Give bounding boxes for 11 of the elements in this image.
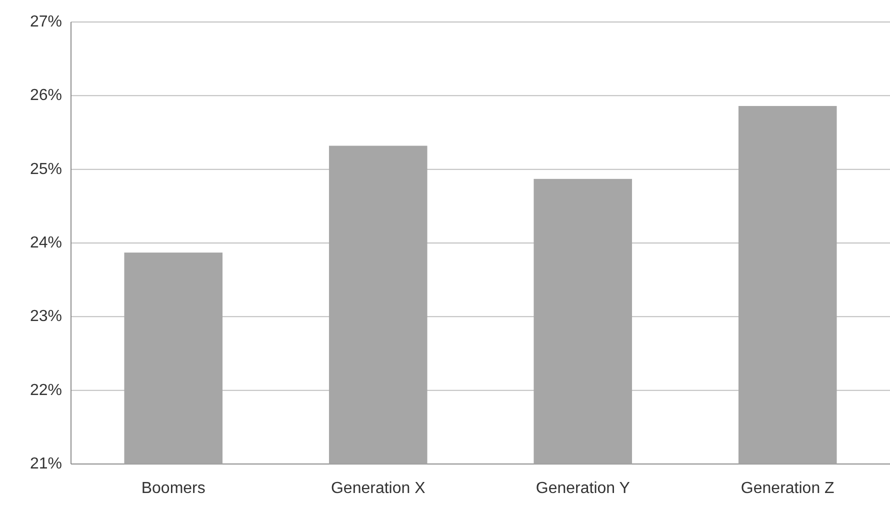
x-tick-label: Boomers <box>141 480 206 497</box>
y-tick-label: 21% <box>30 456 62 472</box>
x-tick-label: Generation Z <box>740 480 835 497</box>
y-tick-label: 26% <box>30 87 62 104</box>
y-tick-label: 23% <box>30 308 62 326</box>
y-tick-label: 25% <box>30 160 62 178</box>
x-tick-label: Generation Y <box>536 480 630 497</box>
y-tick-label: 24% <box>30 234 62 252</box>
x-tick-label: Generation X <box>330 480 426 497</box>
y-tick-label: 27% <box>30 14 62 30</box>
y-tick-label: 22% <box>30 382 62 399</box>
